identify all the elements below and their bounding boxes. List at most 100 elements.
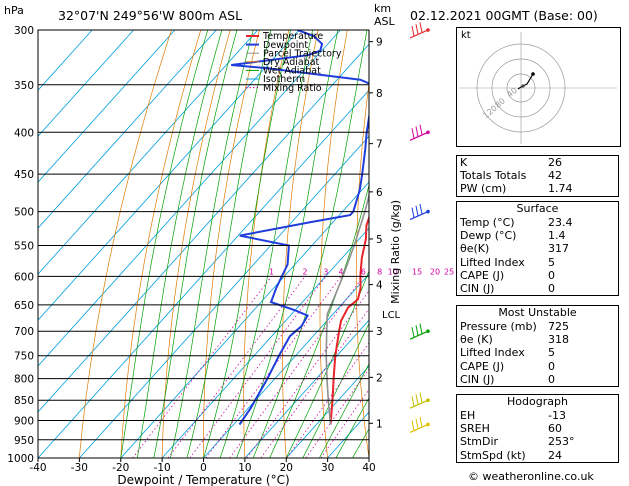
dry-adiabat-line	[426, 30, 452, 458]
hodograph-point	[531, 72, 535, 76]
km-tick-label: 1	[376, 418, 383, 430]
hodograph-row: StmDir 253°	[460, 435, 575, 449]
x-tick-label: -10	[154, 462, 171, 474]
wet-adiabat-line	[252, 30, 368, 458]
pressure-tick-label: 650	[14, 300, 34, 312]
plot-frame	[37, 29, 370, 459]
isotherm-line	[38, 30, 176, 183]
hodograph-table: Hodograph EH -13 SREH 60 StmDir 253° StmSpd (k…	[456, 394, 619, 463]
isotherm-line	[38, 30, 300, 321]
pressure-tick-label: 600	[14, 271, 34, 283]
hodograph-unit: kt	[461, 30, 471, 41]
wind-barb	[409, 416, 430, 434]
km-tick-label: 8	[376, 88, 383, 100]
mixing-ratio-line	[167, 276, 306, 458]
hodograph: kt 40 80 120	[456, 27, 621, 147]
pressure-tick-label: 500	[14, 207, 34, 219]
hodograph-trace	[517, 73, 534, 90]
x-tick-label: 30	[321, 462, 334, 474]
mixing-ratio-label: 20	[430, 267, 440, 276]
km-tick-label: 6	[376, 187, 383, 199]
wind-barbs	[409, 22, 430, 434]
wind-barb	[409, 323, 430, 340]
x-tick-label: 20	[280, 462, 293, 474]
legend-label: Temperature	[262, 31, 323, 42]
mixing-ratio-label: 2	[303, 267, 308, 276]
mixing-ratio-label: 1	[269, 267, 274, 276]
datetime-title: 02.12.2021 00GMT (Base: 00)	[410, 8, 598, 23]
legend-label: Isotherm	[263, 74, 305, 85]
isotherm-line	[38, 30, 341, 367]
mixing-ratio-label: 6	[361, 267, 366, 276]
legend-label: Mixing Ratio	[263, 83, 322, 94]
mixing-ratio-line	[132, 276, 272, 458]
hodograph-row: EH -13	[460, 409, 566, 422]
indices-table: K 26 Totals Totals 42 PW (cm) 1.74	[456, 155, 619, 197]
mixing-ratio-line	[246, 290, 369, 458]
wind-barb	[409, 124, 430, 141]
hodograph-table-title: Hodograph	[507, 395, 568, 408]
mixing-ratio-label: 15	[412, 267, 422, 276]
most-unstable-row: Lifted Index 5	[460, 346, 555, 360]
wet-adiabat-line	[153, 30, 238, 458]
surface-title: Surface	[516, 202, 559, 215]
km-tick-label: 5	[376, 234, 383, 246]
index-row-pw: PW (cm) 1.74	[460, 182, 573, 196]
location-title: 32°07'N 249°56'W 800m ASL	[58, 8, 243, 23]
pressure-tick-label: 750	[14, 351, 34, 363]
km-tick-label: 3	[376, 326, 383, 338]
isotherm-line	[120, 181, 369, 458]
y-axis-label: Mixing Ratio (g/kg)	[389, 200, 402, 304]
pressure-tick-label: 900	[14, 416, 34, 428]
legend-label: Parcel Trajectory	[263, 48, 342, 59]
most-unstable-row: CIN (J) 0	[460, 372, 555, 386]
wet-adiabat-line	[120, 30, 209, 458]
isotherm-line	[38, 43, 369, 413]
wind-barb	[409, 22, 430, 39]
wet-adiabat-line	[319, 363, 369, 458]
x-tick-label: 10	[238, 462, 251, 474]
pressure-tick-label: 800	[14, 374, 34, 386]
wet-adiabat-line	[302, 322, 369, 458]
hodograph-row: StmSpd (kt) 24	[460, 448, 562, 462]
isotherm-line	[244, 319, 369, 458]
surface-row: CAPE (J) 0	[460, 268, 555, 282]
pressure-tick-label: 550	[14, 240, 34, 252]
surface-row: θe(K) 317	[460, 242, 569, 256]
x-tick-label: -20	[112, 462, 129, 474]
dry-adiabat-line	[355, 80, 369, 458]
most-unstable-row: Pressure (mb) 725	[460, 320, 569, 333]
dry-adiabat-line	[79, 30, 172, 458]
km-tick-label: 9	[376, 37, 383, 49]
surface-row: Dewp (°C) 1.4	[460, 229, 566, 243]
pressure-tick-label: 450	[14, 169, 34, 181]
legend-label: Dewpoint	[263, 40, 308, 51]
x-tick-label: 0	[200, 462, 207, 474]
most-unstable-row: CAPE (J) 0	[460, 359, 555, 373]
mixing-ratio-line	[229, 276, 364, 458]
asl-label: ASL	[374, 15, 395, 28]
mixing-ratio-line	[305, 368, 369, 458]
surface-row: Lifted Index 5	[460, 255, 555, 269]
series-dewpoint	[231, 30, 369, 426]
wet-adiabat-line	[136, 30, 223, 458]
dry-adiabat-line	[203, 30, 260, 458]
copyright: © weatheronline.co.uk	[468, 470, 594, 483]
pressure-tick-label: 850	[14, 395, 34, 407]
series-temperature	[329, 214, 369, 425]
wet-adiabat-line	[335, 397, 369, 458]
wind-barb	[409, 392, 430, 409]
pressure-tick-label: 300	[14, 25, 34, 37]
mixing-ratio-label: 4	[338, 267, 343, 276]
surface-row: Temp (°C) 23.4	[460, 216, 573, 229]
pressure-unit: hPa	[4, 4, 24, 17]
x-tick-label: -30	[71, 462, 88, 474]
mixing-ratio-label: 8	[377, 267, 382, 276]
most-unstable-row: θe (K) 318	[460, 333, 569, 347]
isotherm-line	[38, 89, 369, 458]
pressure-tick-label: 1000	[7, 453, 34, 465]
most-unstable-title: Most Unstable	[498, 306, 577, 319]
legend-label: Wet Adiabat	[263, 66, 321, 77]
wind-barb	[409, 203, 430, 221]
